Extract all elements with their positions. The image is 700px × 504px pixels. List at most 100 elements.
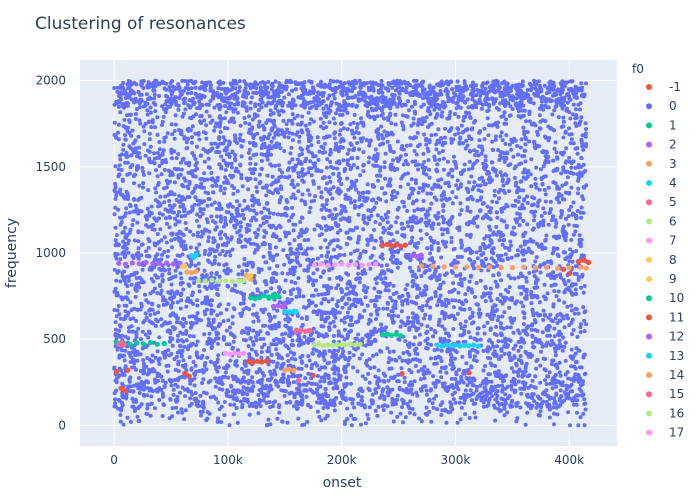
scatter-point xyxy=(300,130,304,134)
scatter-point xyxy=(356,156,360,160)
scatter-point xyxy=(216,145,220,149)
scatter-point xyxy=(304,388,308,392)
scatter-point xyxy=(396,86,400,90)
scatter-point xyxy=(125,92,129,96)
scatter-point xyxy=(500,81,504,85)
scatter-point xyxy=(137,184,141,188)
scatter-point xyxy=(375,114,379,118)
scatter-point xyxy=(482,405,486,409)
scatter-point xyxy=(532,392,536,396)
scatter-point xyxy=(319,275,323,279)
scatter-point xyxy=(425,389,429,393)
scatter-point xyxy=(133,409,137,413)
scatter-point xyxy=(302,341,306,345)
scatter-point xyxy=(184,408,188,412)
scatter-point xyxy=(400,359,404,363)
scatter-point xyxy=(457,291,461,295)
scatter-point xyxy=(127,330,131,334)
scatter-point xyxy=(168,416,172,420)
scatter-point xyxy=(295,247,299,251)
scatter-point xyxy=(497,315,501,319)
scatter-point xyxy=(484,154,488,158)
scatter-point xyxy=(165,322,169,326)
scatter-point xyxy=(546,291,550,295)
scatter-point xyxy=(490,380,494,384)
scatter-point xyxy=(514,184,518,188)
scatter-point xyxy=(118,413,122,417)
scatter-point xyxy=(148,313,152,317)
scatter-point xyxy=(253,104,257,108)
scatter-point xyxy=(148,160,152,164)
scatter-point xyxy=(321,94,325,98)
scatter-point xyxy=(138,118,142,122)
scatter-point xyxy=(344,209,348,213)
scatter-point xyxy=(153,125,157,129)
scatter-point xyxy=(375,295,379,299)
scatter-point xyxy=(191,233,195,237)
scatter-point xyxy=(393,375,397,379)
scatter-point xyxy=(113,164,117,168)
scatter-point xyxy=(207,197,211,201)
scatter-point xyxy=(315,391,319,395)
scatter-point xyxy=(551,159,555,163)
scatter-point xyxy=(482,166,486,170)
scatter-point xyxy=(366,372,370,376)
scatter-point xyxy=(468,160,472,164)
scatter-point xyxy=(147,171,151,175)
scatter-point xyxy=(483,137,487,141)
scatter-point xyxy=(163,195,167,199)
scatter-point xyxy=(510,256,514,260)
scatter-point xyxy=(386,220,390,224)
scatter-point xyxy=(549,343,553,347)
scatter-point xyxy=(217,337,221,341)
scatter-point xyxy=(186,296,190,300)
scatter-point xyxy=(493,194,497,198)
scatter-point xyxy=(401,401,405,405)
scatter-point xyxy=(181,317,185,321)
scatter-point xyxy=(402,205,406,209)
scatter-point xyxy=(469,274,473,278)
scatter-point xyxy=(406,224,410,228)
scatter-point xyxy=(174,406,178,410)
scatter-point xyxy=(304,157,308,161)
scatter-point xyxy=(581,379,585,383)
scatter-point xyxy=(347,148,351,152)
scatter-point xyxy=(512,331,516,335)
scatter-point xyxy=(441,100,445,104)
scatter-point xyxy=(559,374,563,378)
scatter-point xyxy=(332,320,336,324)
scatter-point xyxy=(352,136,356,140)
scatter-point xyxy=(429,296,433,300)
scatter-point xyxy=(458,142,462,146)
scatter-point xyxy=(151,389,155,393)
scatter-point xyxy=(567,94,571,98)
scatter-point xyxy=(393,358,397,362)
scatter-point xyxy=(161,278,165,282)
scatter-point xyxy=(321,176,325,180)
scatter-point xyxy=(328,192,332,196)
scatter-point xyxy=(427,158,431,162)
scatter-point xyxy=(311,382,315,386)
scatter-point xyxy=(112,308,116,312)
scatter-point xyxy=(391,321,395,325)
scatter-point xyxy=(274,235,278,239)
scatter-point xyxy=(234,107,238,111)
scatter-point xyxy=(390,194,394,198)
scatter-point xyxy=(475,359,479,363)
scatter-point xyxy=(131,129,135,133)
scatter-point xyxy=(381,137,385,141)
scatter-point xyxy=(291,122,295,126)
scatter-point xyxy=(170,384,174,388)
scatter-point xyxy=(458,306,462,310)
scatter-point xyxy=(581,273,585,277)
scatter-point xyxy=(552,249,556,253)
scatter-point xyxy=(197,224,201,228)
scatter-point xyxy=(477,326,481,330)
scatter-point xyxy=(524,423,528,427)
scatter-point xyxy=(137,90,141,94)
scatter-point xyxy=(581,305,585,309)
scatter-point xyxy=(137,257,141,261)
scatter-point xyxy=(160,289,164,293)
scatter-point xyxy=(511,155,515,159)
scatter-point xyxy=(469,315,473,319)
